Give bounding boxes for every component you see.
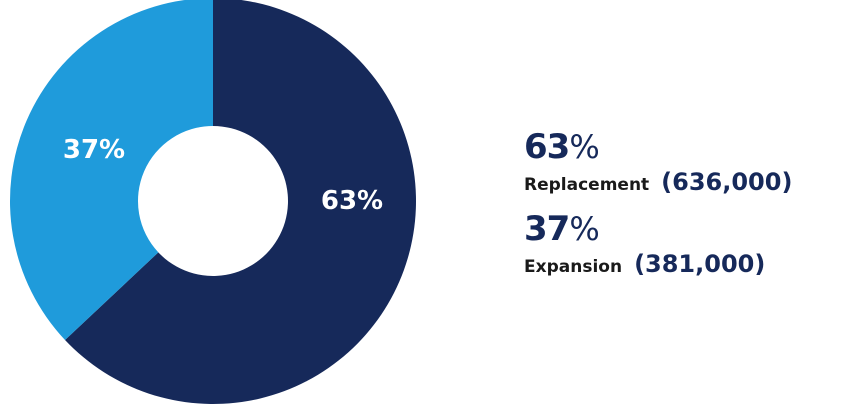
donut-slice-expansion [10, 0, 213, 340]
legend-label-expansion: Expansion [524, 257, 623, 277]
slice-label-replacement: 63% [321, 186, 383, 216]
chart-legend: 63% Replacement (636,000) 37% Expansion … [524, 128, 849, 292]
legend-item-expansion: 37% Expansion (381,000) [524, 210, 849, 278]
slice-label-expansion: 37% [63, 135, 125, 165]
legend-description: Replacement (636,000) [524, 168, 849, 196]
legend-percent-value: 37 [524, 209, 570, 249]
legend-count-replacement: (636,000) [661, 168, 793, 196]
legend-description: Expansion (381,000) [524, 250, 849, 278]
legend-percent-symbol: % [569, 128, 600, 166]
legend-percent-expansion: 37% [524, 210, 849, 248]
legend-percent-value: 63 [524, 127, 570, 167]
legend-percent-symbol: % [569, 210, 600, 248]
legend-label-replacement: Replacement [524, 175, 650, 195]
legend-count-expansion: (381,000) [634, 250, 766, 278]
legend-percent-replacement: 63% [524, 128, 849, 166]
legend-item-replacement: 63% Replacement (636,000) [524, 128, 849, 196]
donut-chart: 63% 37% [10, 0, 417, 404]
donut-slice-replacement [65, 0, 417, 404]
